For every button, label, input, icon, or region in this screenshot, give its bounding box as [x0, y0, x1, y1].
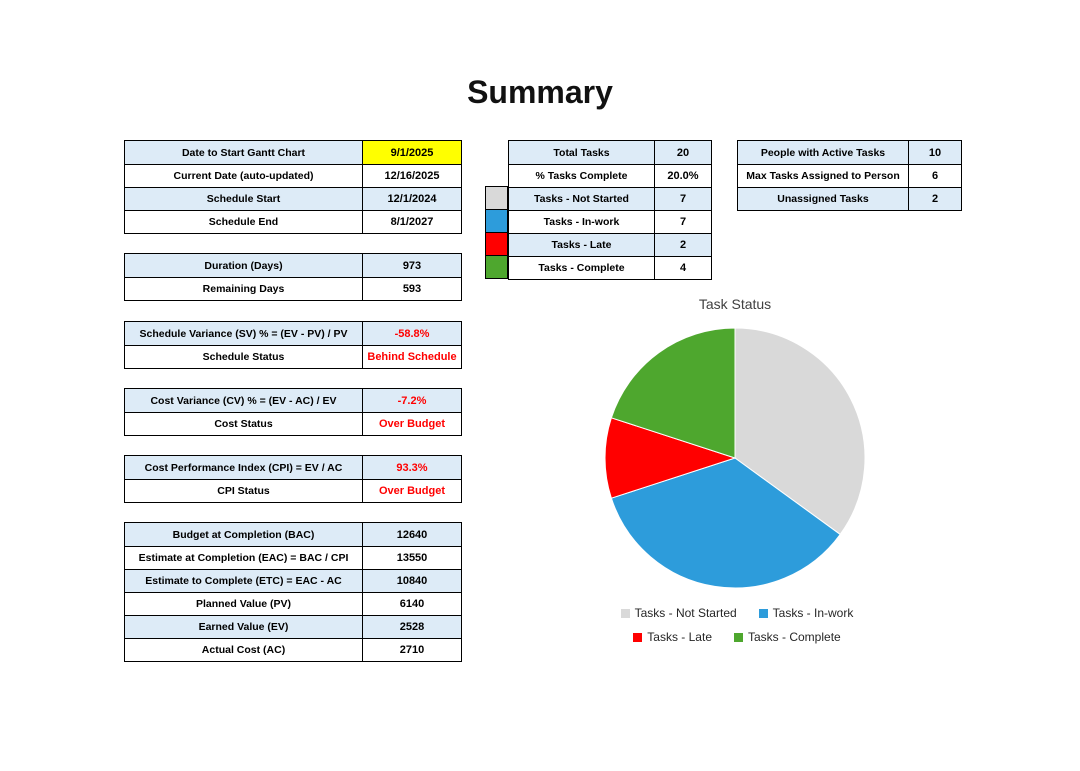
cell-value: 10 [908, 141, 961, 164]
task-counts-table: Total Tasks 20% Tasks Complete 20.0% Tasks … [508, 140, 712, 280]
cell-label: Tasks - Complete [509, 256, 654, 279]
legend-label: Tasks - Complete [748, 630, 841, 644]
schedule-variance-table: Schedule Variance (SV) % = (EV - PV) / P… [124, 321, 462, 369]
legend-label: Tasks - Not Started [634, 606, 737, 620]
chart-legend: Tasks - Not Started Tasks - In-work Tasks … [578, 606, 896, 644]
cell-label: Earned Value (EV) [125, 615, 362, 638]
legend-item: Tasks - Not Started [620, 606, 737, 620]
cell-label: Schedule Start [125, 187, 362, 210]
page-title: Summary [467, 74, 613, 110]
cell-value: 12/16/2025 [362, 164, 461, 187]
cell-value: 2 [908, 187, 961, 210]
cell-value: 12640 [362, 523, 461, 546]
cell-value: Behind Schedule [362, 345, 461, 368]
cell-value: 2 [654, 233, 711, 256]
cell-label: Unassigned Tasks [738, 187, 908, 210]
cell-value: Over Budget [362, 479, 461, 502]
cell-label: Schedule Status [125, 345, 362, 368]
legend-item: Tasks - In-work [758, 606, 854, 620]
status-color-swatch [485, 186, 508, 210]
cell-label: Date to Start Gantt Chart [125, 141, 362, 164]
cell-value: 12/1/2024 [362, 187, 461, 210]
cell-value: -7.2% [362, 389, 461, 412]
cell-value: 2528 [362, 615, 461, 638]
cell-value: 10840 [362, 569, 461, 592]
cell-label: Estimate to Complete (ETC) = EAC - AC [125, 569, 362, 592]
people-table: People with Active Tasks 10 Max Tasks Assi… [737, 140, 962, 211]
cell-value: 593 [362, 277, 461, 300]
cell-value: 6140 [362, 592, 461, 615]
status-color-swatch [485, 232, 508, 256]
cell-value: 6 [908, 164, 961, 187]
cell-label: Tasks - Not Started [509, 187, 654, 210]
task-status-pie-chart [604, 327, 866, 589]
cell-label: Actual Cost (AC) [125, 638, 362, 661]
cell-value: 7 [654, 210, 711, 233]
cell-value: 2710 [362, 638, 461, 661]
cell-label: % Tasks Complete [509, 164, 654, 187]
cell-label: Schedule Variance (SV) % = (EV - PV) / P… [125, 322, 362, 345]
cell-label: Total Tasks [509, 141, 654, 164]
cell-value: 4 [654, 256, 711, 279]
cell-label: Cost Variance (CV) % = (EV - AC) / EV [125, 389, 362, 412]
cost-variance-table: Cost Variance (CV) % = (EV - AC) / EV -7.… [124, 388, 462, 436]
cell-value: 8/1/2027 [362, 210, 461, 233]
cell-value: 7 [654, 187, 711, 210]
cell-value: 973 [362, 254, 461, 277]
dates-table: Date to Start Gantt Chart 9/1/2025 Current… [124, 140, 462, 234]
pie-slice-0 [734, 327, 866, 536]
cell-value: 93.3% [362, 456, 461, 479]
legend-marker [758, 608, 768, 618]
legend-label: Tasks - Late [647, 630, 712, 644]
cpi-table: Cost Performance Index (CPI) = EV / AC 93… [124, 455, 462, 503]
pie-slice-2 [604, 417, 737, 499]
legend-item: Tasks - Late [633, 630, 712, 644]
cell-value: 20 [654, 141, 711, 164]
cell-value: 20.0% [654, 164, 711, 187]
cell-label: Planned Value (PV) [125, 592, 362, 615]
cell-label: Tasks - In-work [509, 210, 654, 233]
cell-value: 13550 [362, 546, 461, 569]
cell-label: Current Date (auto-updated) [125, 164, 362, 187]
cell-label: Remaining Days [125, 277, 362, 300]
legend-marker [734, 632, 743, 642]
status-color-swatch [485, 255, 508, 279]
legend-label: Tasks - In-work [772, 606, 854, 620]
task-status-swatch-column [485, 140, 508, 280]
cell-label: Budget at Completion (BAC) [125, 523, 362, 546]
cell-label: Max Tasks Assigned to Person [738, 164, 908, 187]
legend-marker [620, 608, 630, 618]
legend-marker [633, 632, 643, 642]
cell-label: Schedule End [125, 210, 362, 233]
evm-values-table: Budget at Completion (BAC) 12640 Estimate … [124, 522, 462, 662]
pie-slice-1 [610, 457, 841, 589]
cell-value: -58.8% [362, 322, 461, 345]
cell-label: Tasks - Late [509, 233, 654, 256]
duration-table: Duration (Days) 973 Remaining Days 593 [124, 253, 462, 301]
cell-label: People with Active Tasks [738, 141, 908, 164]
cell-value: Over Budget [362, 412, 461, 435]
cell-label: Duration (Days) [125, 254, 362, 277]
cell-value[interactable]: 9/1/2025 [362, 141, 461, 164]
cell-label: Estimate at Completion (EAC) = BAC / CPI [125, 546, 362, 569]
legend-item: Tasks - Complete [734, 630, 841, 644]
cell-label: Cost Performance Index (CPI) = EV / AC [125, 456, 362, 479]
cell-label: Cost Status [125, 412, 362, 435]
pie-slice-3 [610, 327, 736, 459]
status-color-swatch [485, 209, 508, 233]
chart-title: Task Status [698, 296, 772, 312]
cell-label: CPI Status [125, 479, 362, 502]
